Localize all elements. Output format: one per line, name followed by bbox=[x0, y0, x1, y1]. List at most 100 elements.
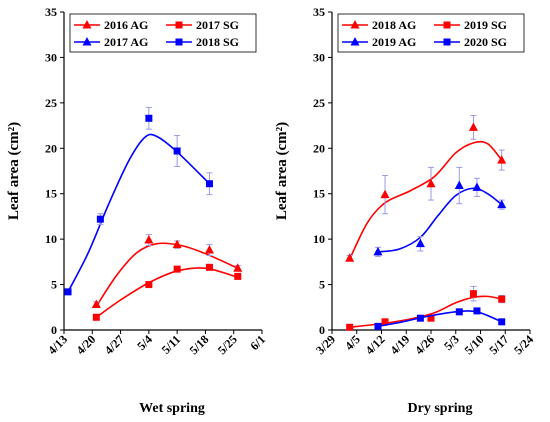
data-point-square bbox=[455, 308, 463, 316]
data-point-triangle bbox=[204, 245, 214, 254]
legend-marker-triangle bbox=[350, 20, 360, 29]
y-tick-label: 20 bbox=[313, 141, 325, 155]
data-point-triangle bbox=[373, 246, 383, 256]
chart-panel-1: 0 5 10 15 20 25 30 35 4/13 4/20 4/27 5/4 5/11 5/18 5/2… bbox=[6, 5, 268, 416]
legend-label: 2018 AG bbox=[372, 18, 416, 32]
legend-label: 2019 AG bbox=[372, 35, 416, 49]
y-tick-label: 15 bbox=[313, 187, 325, 201]
legend-label: 2016 AG bbox=[104, 18, 148, 32]
x-axis-label: Dry spring bbox=[408, 401, 473, 416]
data-point-triangle bbox=[468, 122, 478, 131]
data-point-triangle bbox=[497, 155, 507, 164]
data-point-square bbox=[145, 114, 153, 122]
x-tick-label: 4/13 bbox=[45, 332, 70, 357]
legend-marker-square bbox=[443, 21, 451, 29]
legend-item: 2018 AG bbox=[342, 18, 416, 32]
y-tick-label: 30 bbox=[313, 50, 325, 64]
legend-label: 2020 SG bbox=[464, 35, 507, 49]
data-point-triangle bbox=[172, 239, 182, 249]
data-point-triangle bbox=[472, 182, 482, 191]
legend-item: 2017 AG bbox=[74, 35, 148, 49]
data-point-square bbox=[64, 288, 72, 296]
data-point-square bbox=[205, 263, 213, 271]
legend-item: 2019 SG bbox=[434, 18, 507, 32]
data-point-square bbox=[498, 318, 506, 326]
series-line bbox=[377, 187, 503, 253]
data-point-square bbox=[205, 180, 213, 188]
series-2018-sg bbox=[64, 106, 213, 296]
data-point-square bbox=[96, 215, 104, 223]
data-point-square bbox=[145, 281, 153, 289]
y-tick-label: 0 bbox=[319, 323, 325, 337]
legend-item: 2018 SG bbox=[166, 35, 239, 49]
series-line bbox=[95, 242, 239, 307]
x-tick-label: 4/12 bbox=[363, 332, 388, 357]
x-tick-label: 3/29 bbox=[313, 332, 338, 357]
x-tick-label: 5/3 bbox=[441, 332, 462, 353]
legend-marker-triangle bbox=[82, 37, 92, 46]
x-tick-label: 4/5 bbox=[342, 332, 363, 353]
legend-item: 2016 AG bbox=[74, 18, 148, 32]
x-tick-label: 4/19 bbox=[387, 332, 412, 357]
y-tick-label: 25 bbox=[45, 96, 57, 110]
x-tick-label: 6/1 bbox=[247, 332, 268, 353]
data-point-square bbox=[92, 313, 100, 321]
data-point-triangle bbox=[233, 263, 243, 272]
x-tick-label: 5/25 bbox=[215, 332, 240, 357]
x-tick-label: 4/26 bbox=[412, 332, 437, 357]
x-tick-label: 4/27 bbox=[102, 332, 127, 357]
data-point-triangle bbox=[144, 235, 154, 244]
data-point-square bbox=[498, 295, 506, 303]
y-tick-label: 10 bbox=[313, 232, 325, 246]
data-point-triangle bbox=[415, 238, 425, 248]
series-line bbox=[377, 310, 503, 328]
x-axis-label: Wet spring bbox=[139, 401, 205, 416]
legend-label: 2017 AG bbox=[104, 35, 148, 49]
data-point-square bbox=[416, 314, 424, 322]
x-tick-label: 5/10 bbox=[462, 332, 487, 357]
y-tick-label: 15 bbox=[45, 187, 57, 201]
y-tick-label: 5 bbox=[51, 278, 57, 292]
data-point-square bbox=[469, 290, 477, 298]
data-point-square bbox=[173, 265, 181, 273]
legend-marker-triangle bbox=[82, 20, 92, 29]
x-tick-label: 5/4 bbox=[134, 332, 155, 353]
y-axis-label: Leaf area (cm²) bbox=[274, 122, 290, 220]
legend-label: 2019 SG bbox=[464, 18, 507, 32]
data-point-triangle bbox=[91, 299, 101, 309]
data-point-square bbox=[473, 307, 481, 315]
series-2019-ag bbox=[373, 166, 507, 257]
x-tick-label: 4/20 bbox=[73, 332, 98, 357]
data-point-square bbox=[374, 322, 382, 330]
y-tick-label: 5 bbox=[319, 278, 325, 292]
legend-label: 2018 SG bbox=[196, 35, 239, 49]
data-point-triangle bbox=[345, 253, 355, 262]
data-point-triangle bbox=[454, 180, 464, 190]
legend-item: 2019 AG bbox=[342, 35, 416, 49]
series-2019-sg bbox=[346, 285, 506, 331]
data-point-square bbox=[173, 147, 181, 155]
data-point-square bbox=[346, 323, 354, 331]
legend-marker-square bbox=[175, 38, 183, 46]
legend-marker-square bbox=[175, 21, 183, 29]
data-point-triangle bbox=[497, 199, 507, 209]
y-tick-label: 35 bbox=[313, 5, 325, 19]
y-axis-label: Leaf area (cm²) bbox=[6, 122, 22, 220]
series-2018-ag bbox=[345, 115, 507, 262]
legend-label: 2017 SG bbox=[196, 18, 239, 32]
series-2020-sg bbox=[374, 307, 506, 330]
legend-item: 2020 SG bbox=[434, 35, 507, 49]
data-point-square bbox=[427, 314, 435, 322]
legend-box bbox=[337, 13, 525, 53]
series-line bbox=[348, 140, 503, 260]
series-2017-sg bbox=[92, 263, 242, 321]
data-point-square bbox=[381, 318, 389, 326]
chart-panel-2: 0 5 10 15 20 25 30 35 3/29 4/5 4/12 4/19 4/26 5/3 5/10… bbox=[274, 5, 536, 416]
y-tick-label: 10 bbox=[45, 232, 57, 246]
data-point-square bbox=[234, 272, 242, 280]
legend-item: 2017 SG bbox=[166, 18, 239, 32]
legend-marker-square bbox=[443, 38, 451, 46]
legend: 2016 AG 2017 SG 2017 AG 2018 SG bbox=[69, 13, 257, 53]
data-point-triangle bbox=[426, 178, 436, 188]
y-tick-label: 35 bbox=[45, 5, 57, 19]
